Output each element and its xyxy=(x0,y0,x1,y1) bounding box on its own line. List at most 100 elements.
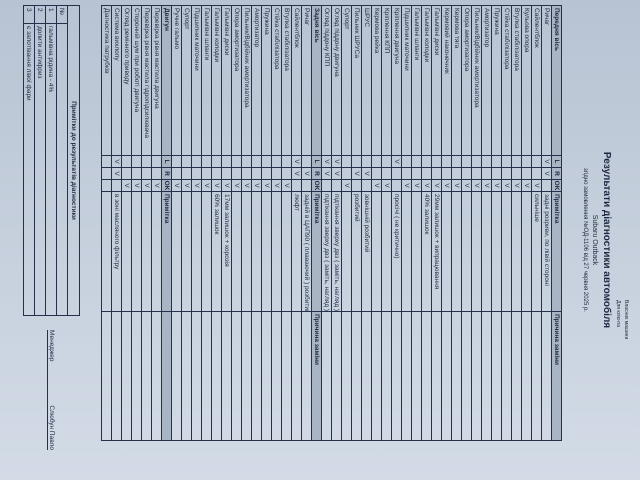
item-note xyxy=(271,192,281,312)
left-mark: V xyxy=(291,156,301,168)
item-note xyxy=(251,192,261,312)
right-mark xyxy=(101,168,111,180)
ok-mark xyxy=(101,180,111,192)
table-row: Втулка стабілізатора V xyxy=(281,6,291,441)
left-mark xyxy=(381,156,391,168)
ok-mark: V xyxy=(491,180,501,192)
item-note xyxy=(201,192,211,312)
item-name: Супорт xyxy=(341,6,351,156)
replace-reason xyxy=(431,312,441,441)
ok-mark: V xyxy=(271,180,281,192)
ok-mark: V xyxy=(401,180,411,192)
item-note xyxy=(151,192,161,312)
note-number: 3 xyxy=(23,6,34,24)
section-header: Задня вісь L R OK Примітка Причина заміни xyxy=(311,6,321,441)
ok-mark xyxy=(111,180,121,192)
right-mark xyxy=(271,168,281,180)
column-note: Примітка xyxy=(161,192,171,312)
left-mark: V xyxy=(321,156,331,168)
ok-mark: V xyxy=(441,180,451,192)
item-name: Супорт xyxy=(181,6,191,156)
left-mark xyxy=(371,156,381,168)
left-mark xyxy=(481,156,491,168)
item-note xyxy=(511,192,521,312)
table-row: Втулка стабілізатора V xyxy=(511,6,521,441)
item-name: Пильник/Відбійник амортизатора xyxy=(241,6,251,156)
table-row: Пружина V xyxy=(491,6,501,441)
ok-mark xyxy=(361,180,371,192)
replace-reason xyxy=(241,312,251,441)
table-row: Діагностика патрубків xyxy=(101,6,111,441)
table-row: Кермовий наконечник V xyxy=(441,6,451,441)
item-name: Підшипник маточини xyxy=(401,6,411,156)
ok-mark: V xyxy=(341,180,351,192)
order-reference: згідно замовлення №ОД-1106 від 27 червня… xyxy=(582,168,588,312)
replace-reason xyxy=(341,312,351,441)
right-mark xyxy=(511,168,521,180)
ok-mark: V xyxy=(191,180,201,192)
replace-reason xyxy=(261,312,271,441)
item-name: Пружина xyxy=(491,6,501,156)
replace-reason xyxy=(221,312,231,441)
item-note: 17мм залишок + корозія xyxy=(221,192,231,312)
ok-mark: V xyxy=(421,180,431,192)
right-mark xyxy=(381,168,391,180)
ok-mark: V xyxy=(501,180,511,192)
right-mark xyxy=(151,168,161,180)
item-note: люфт xyxy=(291,192,301,312)
left-mark xyxy=(531,156,541,168)
table-row: Підшипник маточини V xyxy=(401,6,411,441)
ok-mark: V xyxy=(481,180,491,192)
ok-mark: V xyxy=(151,180,161,192)
column-ok: OK xyxy=(161,180,171,192)
manager-label: Менеджер xyxy=(48,330,55,362)
column-ok: OK xyxy=(311,180,321,192)
right-mark: V xyxy=(331,168,341,180)
ok-mark xyxy=(301,180,311,192)
replace-reason xyxy=(471,312,481,441)
ok-mark: V xyxy=(251,180,261,192)
left-mark xyxy=(451,156,461,168)
left-mark xyxy=(491,156,501,168)
table-row: Огляд ремінного приводу V xyxy=(121,6,131,441)
item-name: Сайлентблок xyxy=(291,6,301,156)
right-mark xyxy=(341,168,351,180)
column-l: L xyxy=(311,156,321,168)
item-note: в зоні масляного фільтру xyxy=(111,192,121,312)
replace-reason xyxy=(231,312,241,441)
right-mark xyxy=(201,168,211,180)
diagnostics-table: Передня вісь L R OK Примітка Причина заміни Ри… xyxy=(101,5,562,441)
item-note xyxy=(231,192,241,312)
right-mark xyxy=(501,168,511,180)
item-note xyxy=(451,192,461,312)
ok-mark: V xyxy=(471,180,481,192)
right-mark xyxy=(231,168,241,180)
left-mark xyxy=(171,156,181,168)
replace-reason xyxy=(251,312,261,441)
item-note xyxy=(131,192,141,312)
client-label: Для клієнта xyxy=(615,300,621,327)
replace-reason xyxy=(461,312,471,441)
replace-reason xyxy=(351,312,361,441)
manager-name: Слюбун Павло xyxy=(48,405,55,450)
item-note xyxy=(141,192,151,312)
left-mark xyxy=(501,156,511,168)
table-row: Стійка стабілізатора V xyxy=(501,6,511,441)
right-mark xyxy=(451,168,461,180)
item-note xyxy=(501,192,511,312)
owner-label: Власник машини xyxy=(623,300,629,340)
left-mark xyxy=(511,156,521,168)
table-row: Пильник/Відбійник амортизатора V xyxy=(471,6,481,441)
table-row: Перевірка рівня мастила гідропідсилювача… xyxy=(141,6,151,441)
replace-reason xyxy=(201,312,211,441)
ok-mark: V xyxy=(241,180,251,192)
replace-reason xyxy=(151,312,161,441)
